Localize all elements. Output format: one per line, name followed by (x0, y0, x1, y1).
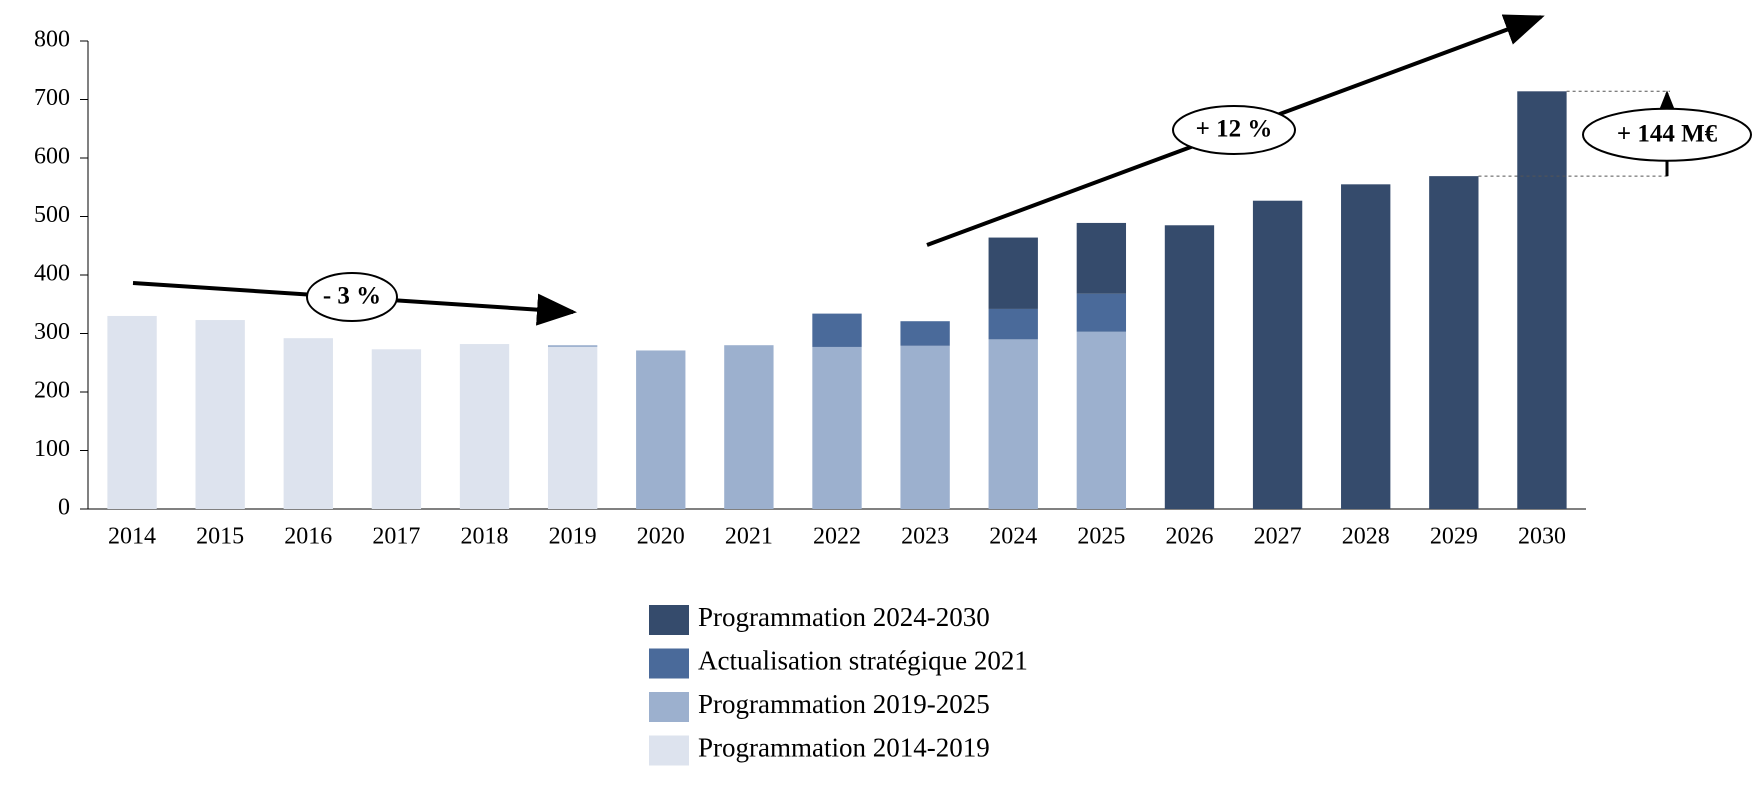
annotation: + 144 M€ (1617, 120, 1718, 147)
legend-swatch (649, 648, 689, 679)
x-tick-label: 2014 (108, 524, 156, 550)
x-tick-label: 2022 (813, 524, 861, 550)
x-tick-label: 2029 (1430, 524, 1478, 550)
bar-segment (636, 350, 686, 509)
annotation-bubble (1172, 105, 1296, 155)
x-tick-label: 2028 (1342, 524, 1390, 550)
bar-segment (195, 320, 245, 509)
annotation-bubble (1582, 107, 1752, 162)
bar-segment (988, 339, 1038, 509)
bar-segment (812, 346, 862, 509)
trend-arrows (132, 14, 1545, 326)
bar-segment (812, 313, 862, 347)
y-tick-label: 800 (34, 27, 70, 53)
bar-segment (1076, 331, 1127, 509)
bar-segment (1341, 184, 1391, 509)
x-tick-label: 2020 (637, 524, 685, 550)
legend-swatch (649, 735, 689, 766)
x-tick-label: 2025 (1077, 524, 1125, 550)
bar-segment (724, 345, 774, 509)
legend-swatch (649, 605, 689, 635)
bar-segment (1164, 225, 1215, 509)
x-tick-label: 2026 (1165, 524, 1213, 550)
y-tick-label: 100 (34, 436, 70, 462)
bar-segment (107, 315, 157, 509)
y-tick-label: 600 (34, 144, 70, 170)
bar-segment (1076, 293, 1127, 332)
x-tick-label: 2024 (989, 524, 1037, 550)
legend-swatch (649, 692, 689, 722)
bar-segment (988, 308, 1038, 340)
legend-label: Programmation 2019-2025 (698, 689, 990, 719)
y-tick-label: 700 (34, 85, 70, 111)
legend-label: Programmation 2024-2030 (698, 602, 990, 632)
x-tick-label: 2023 (901, 524, 949, 550)
bar-segment (988, 237, 1038, 309)
y-tick-label: 0 (58, 495, 70, 521)
bar-segment (283, 338, 333, 509)
x-tick-label: 2030 (1518, 524, 1566, 550)
annotation: - 3 % (323, 283, 381, 310)
bar-segment (1517, 91, 1567, 509)
x-tick-label: 2027 (1254, 524, 1302, 550)
y-tick-label: 300 (34, 319, 70, 345)
legend-label: Programmation 2014-2019 (698, 733, 990, 763)
legend-label: Actualisation stratégique 2021 (698, 646, 1028, 676)
x-tick-label: 2017 (372, 524, 420, 550)
bar-segment (547, 346, 598, 509)
bar-segment (371, 349, 422, 509)
y-tick-label: 500 (34, 202, 70, 228)
x-tick-label: 2019 (549, 524, 597, 550)
bar-segment (547, 345, 598, 347)
bar-segment (1429, 176, 1479, 509)
bar-segment (1076, 222, 1127, 294)
annotation-bubble (306, 272, 398, 322)
x-tick-label: 2015 (196, 524, 244, 550)
bar-segment (1252, 200, 1303, 509)
annotation: + 12 % (1196, 116, 1273, 143)
y-tick-label: 400 (34, 261, 70, 287)
x-tick-label: 2021 (725, 524, 773, 550)
bar-segment (459, 344, 510, 509)
x-tick-label: 2018 (461, 524, 509, 550)
bar-segment (900, 321, 950, 346)
bar-segment (900, 345, 950, 509)
x-tick-label: 2016 (284, 524, 332, 550)
y-tick-label: 200 (34, 378, 70, 404)
